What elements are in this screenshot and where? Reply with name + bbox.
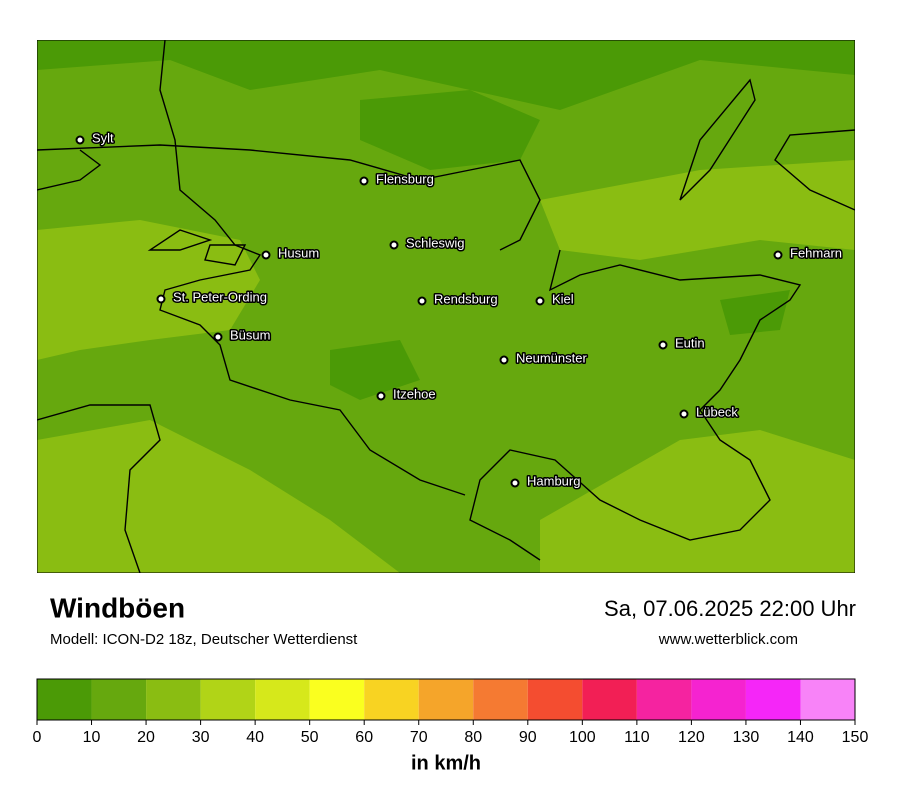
legend-tick-label: 30 [192, 729, 210, 746]
cities: Sylt Flensburg Schleswig Husum Fehmarn St. Pe… [75, 129, 844, 490]
wind-area [37, 40, 855, 110]
legend-tick-label: 40 [246, 729, 264, 746]
legend-tick-label: 110 [624, 729, 650, 746]
wind-area [360, 90, 540, 170]
city-label: Fehmarn [790, 245, 842, 260]
model: Modell: ICON-D2 18z, Deutscher Wetterdie… [50, 631, 358, 648]
legend-swatch [527, 679, 583, 720]
wind-area [540, 430, 855, 573]
wind-area [720, 290, 790, 335]
legend-swatch [745, 679, 801, 720]
city-label: Itzehoe [393, 386, 436, 401]
legend-swatch [309, 679, 365, 720]
city-label: Kiel [552, 291, 574, 306]
title: Windböen [50, 592, 185, 623]
coastline [147, 229, 247, 266]
legend-tick-label: 150 [842, 729, 869, 746]
coastline [37, 404, 161, 573]
legend-swatch [91, 679, 147, 720]
wind-area [37, 220, 260, 360]
legend-swatch [636, 679, 692, 720]
coastline [679, 78, 756, 201]
city-marker [75, 135, 85, 145]
city-marker [773, 250, 783, 260]
city-label: St. Peter-Ording [173, 289, 267, 304]
legend-unit: in km/h [411, 752, 481, 774]
legend-tick-label: 20 [137, 729, 155, 746]
legend-swatch [200, 679, 256, 720]
city-label: Flensburg [376, 171, 434, 186]
legend-tick-label: 130 [733, 729, 760, 746]
legend-swatch [418, 679, 474, 720]
city-label: Schleswig [406, 235, 465, 250]
city-marker [213, 332, 223, 342]
city-marker [359, 176, 369, 186]
legend-tick-label: 80 [464, 729, 482, 746]
legend-tick-label: 0 [33, 729, 42, 746]
coastline [159, 40, 466, 496]
legend-swatch [37, 679, 92, 720]
legend-swatch [473, 679, 528, 720]
coastline [37, 149, 102, 191]
legend-tick-label: 60 [355, 729, 373, 746]
wind-area [37, 420, 400, 573]
legend-tick-label: 10 [83, 729, 101, 746]
legend-tick-label: 100 [569, 729, 596, 746]
legend-swatch [800, 679, 855, 720]
datetime: Sa, 07.06.2025 22:00 Uhr [604, 596, 856, 621]
legend-tick-label: 120 [678, 729, 705, 746]
city-label: Husum [278, 245, 319, 260]
wind-area [540, 160, 855, 260]
city-marker [679, 409, 689, 419]
legend: 0 10 20 30 40 50 60 70 80 90 100 110 120 130 140 150 [33, 678, 869, 746]
legend-frame [36, 678, 856, 721]
city-marker [376, 391, 386, 401]
legend-tick-label: 70 [410, 729, 428, 746]
map: Sylt Flensburg Schleswig Husum Fehmarn St. Pe… [37, 40, 855, 573]
city-label: Eutin [675, 335, 705, 350]
legend-tick-label: 50 [301, 729, 319, 746]
coastline [469, 249, 802, 561]
city-marker [389, 240, 399, 250]
legend-swatch [364, 679, 419, 720]
city-marker [658, 340, 668, 350]
coastline [774, 129, 855, 211]
city-marker [417, 296, 427, 306]
legend-swatch [255, 679, 310, 720]
legend-swatch [691, 679, 746, 720]
legend-tick-label: 140 [787, 729, 814, 746]
city-label: Büsum [230, 327, 270, 342]
city-label: Sylt [92, 130, 114, 145]
city-marker [499, 355, 509, 365]
city-label: Lübeck [696, 404, 738, 419]
city-label: Neumünster [516, 350, 587, 365]
city-marker [510, 478, 520, 488]
city-marker [261, 250, 271, 260]
website: www.wetterblick.com [658, 631, 798, 648]
wind-area [330, 340, 420, 400]
border [37, 144, 541, 251]
legend-swatch [146, 679, 201, 720]
city-label: Rendsburg [434, 291, 498, 306]
legend-tick-label: 90 [519, 729, 537, 746]
city-label: Hamburg [527, 473, 580, 488]
legend-swatch [582, 679, 637, 720]
city-marker [535, 296, 545, 306]
city-marker [156, 294, 166, 304]
